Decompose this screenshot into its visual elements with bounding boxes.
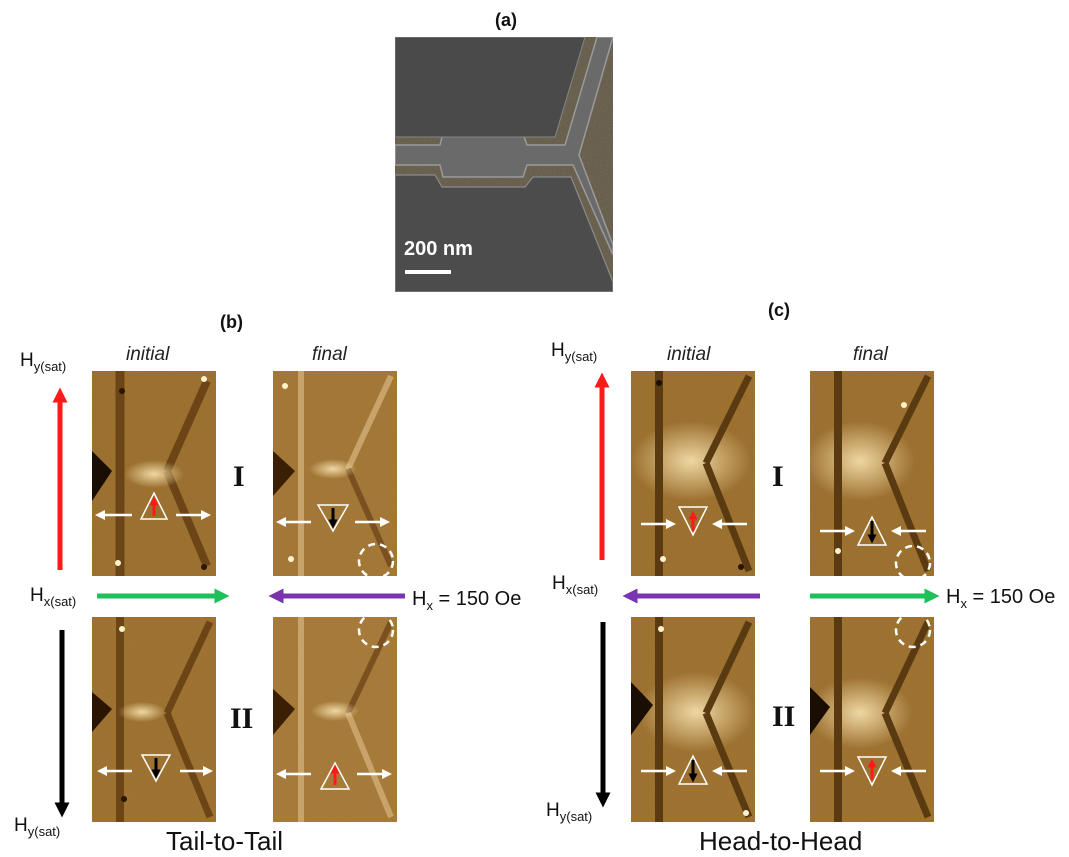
c-hy-bottom-label: Hy(sat) [546,800,593,824]
scale-bar [405,270,451,274]
c-col-final: final [853,344,888,365]
sem-nanowire-structure [394,36,614,293]
c-state-I: I [772,460,784,493]
up-triangle [139,491,169,520]
down-triangle [316,504,350,533]
c-mfm-final-II [810,617,934,822]
b-mfm-final-II [273,617,397,822]
panel-label-a: (a) [495,10,517,30]
c-mfm-initial-II [631,617,755,822]
c-field-arrows [594,372,940,808]
b-field-label: Hx = 150 Oe [412,588,522,613]
c-hy-top-label: Hy(sat) [551,340,598,364]
sem-image: 200 nm [394,36,614,293]
c-caption: Head-to-Head [699,826,863,856]
b-hx-label: Hx(sat) [30,585,77,609]
c-hx-label: Hx(sat) [552,573,599,597]
c-mfm-final-I [810,371,934,576]
b-mfm-initial-II [92,617,216,822]
b-mfm-initial-I [92,371,216,576]
b-col-initial: initial [126,344,170,365]
b-col-final: final [312,344,347,365]
b-hy-bottom-label: Hy(sat) [14,815,61,839]
panel-label-b: (b) [220,312,243,332]
b-state-I: I [233,460,245,493]
b-caption: Tail-to-Tail [166,826,284,856]
c-mfm-initial-I [631,371,755,576]
c-state-II: II [772,700,796,733]
b-hy-top-label: Hy(sat) [20,350,67,374]
b-mfm-final-I [273,371,397,576]
scale-bar-label: 200 nm [404,238,473,260]
c-col-initial: initial [667,344,711,365]
c-field-label: Hx = 150 Oe [946,586,1056,611]
b-state-II: II [230,702,254,735]
b-field-arrows [52,387,405,818]
panel-label-c: (c) [768,300,790,320]
